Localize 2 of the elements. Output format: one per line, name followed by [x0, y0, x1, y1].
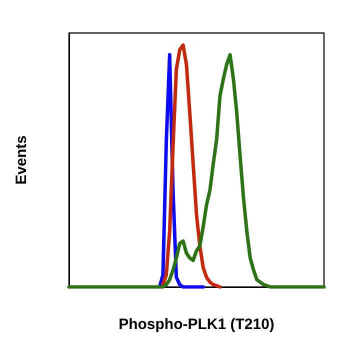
y-axis-title: Events — [13, 135, 30, 185]
x-axis-title: Phospho-PLK1 (T210) — [118, 316, 274, 333]
